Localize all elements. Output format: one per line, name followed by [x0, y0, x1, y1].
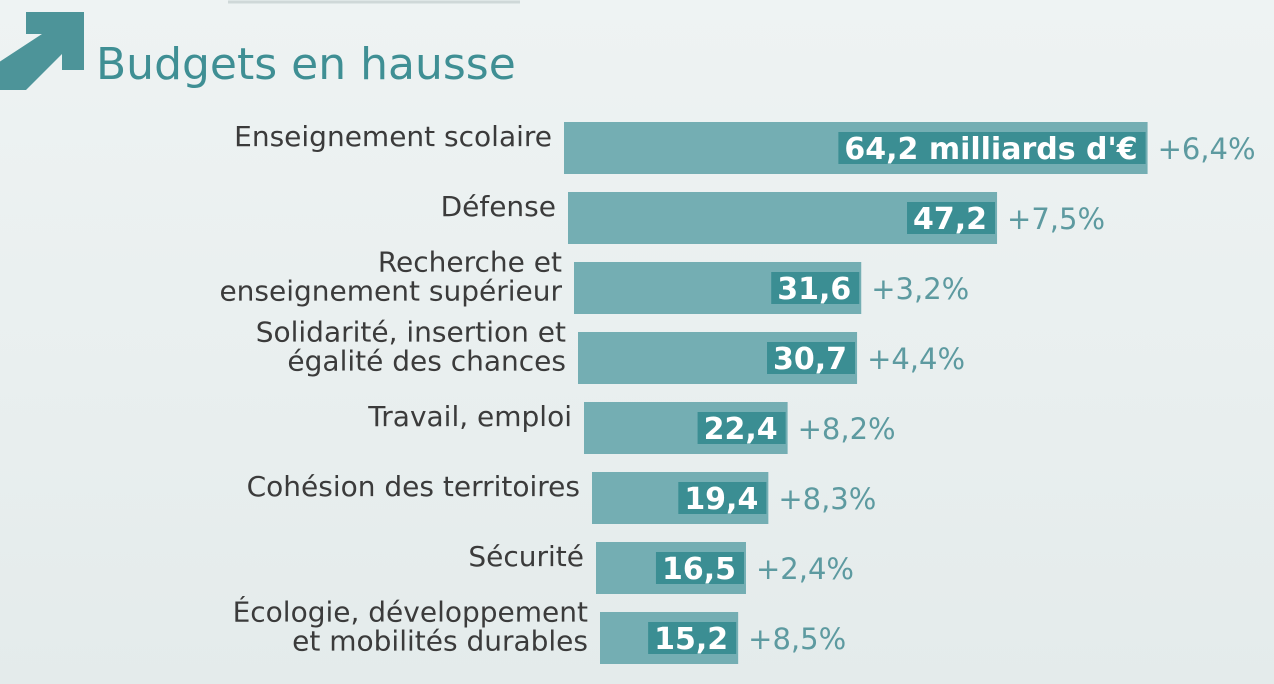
value-box-7: [655, 552, 744, 584]
value-label-1: 64,2 milliards d'€: [844, 132, 1137, 167]
value-box-5: [697, 412, 786, 444]
value-box-3: [771, 272, 860, 304]
category-label-1: Enseignement scolaire: [234, 120, 552, 153]
category-label-8: et mobilités durables: [292, 625, 588, 658]
change-label-2: +7,5%: [1007, 202, 1105, 236]
value-label-3: 31,6: [777, 272, 851, 307]
change-label-7: +2,4%: [756, 552, 854, 586]
change-label-1: +6,4%: [1158, 132, 1256, 166]
value-label-2: 47,2: [913, 202, 987, 237]
value-label-4: 30,7: [773, 342, 847, 377]
category-label-8: Écologie, développement: [233, 595, 588, 629]
category-label-4: Solidarité, insertion et: [256, 316, 566, 349]
chart-title: Budgets en hausse: [96, 39, 516, 90]
category-label-7: Sécurité: [468, 540, 584, 573]
change-label-6: +8,3%: [778, 482, 876, 516]
value-label-7: 16,5: [662, 552, 736, 587]
value-box-8: [648, 622, 737, 654]
change-label-8: +8,5%: [748, 622, 846, 656]
value-box-2: [907, 202, 996, 234]
value-box-6: [678, 482, 767, 514]
bars-group: 64,2 milliards d'€ +6,4% Enseignement scol…: [219, 120, 1256, 664]
value-label-8: 15,2: [654, 622, 728, 657]
category-label-3: enseignement supérieur: [219, 275, 562, 308]
up-right-arrow-icon: [0, 12, 84, 90]
value-box-1: [838, 132, 1146, 164]
change-label-3: +3,2%: [871, 272, 969, 306]
category-label-4: égalité des chances: [287, 345, 566, 378]
category-label-3: Recherche et: [378, 246, 562, 279]
category-label-6: Cohésion des territoires: [247, 470, 580, 503]
change-label-5: +8,2%: [798, 412, 896, 446]
change-label-4: +4,4%: [867, 342, 965, 376]
value-box-4: [767, 342, 856, 374]
category-label-2: Défense: [441, 190, 556, 223]
value-label-6: 19,4: [684, 482, 758, 517]
category-label-5: Travail, emploi: [367, 400, 572, 433]
value-label-5: 22,4: [704, 412, 778, 447]
